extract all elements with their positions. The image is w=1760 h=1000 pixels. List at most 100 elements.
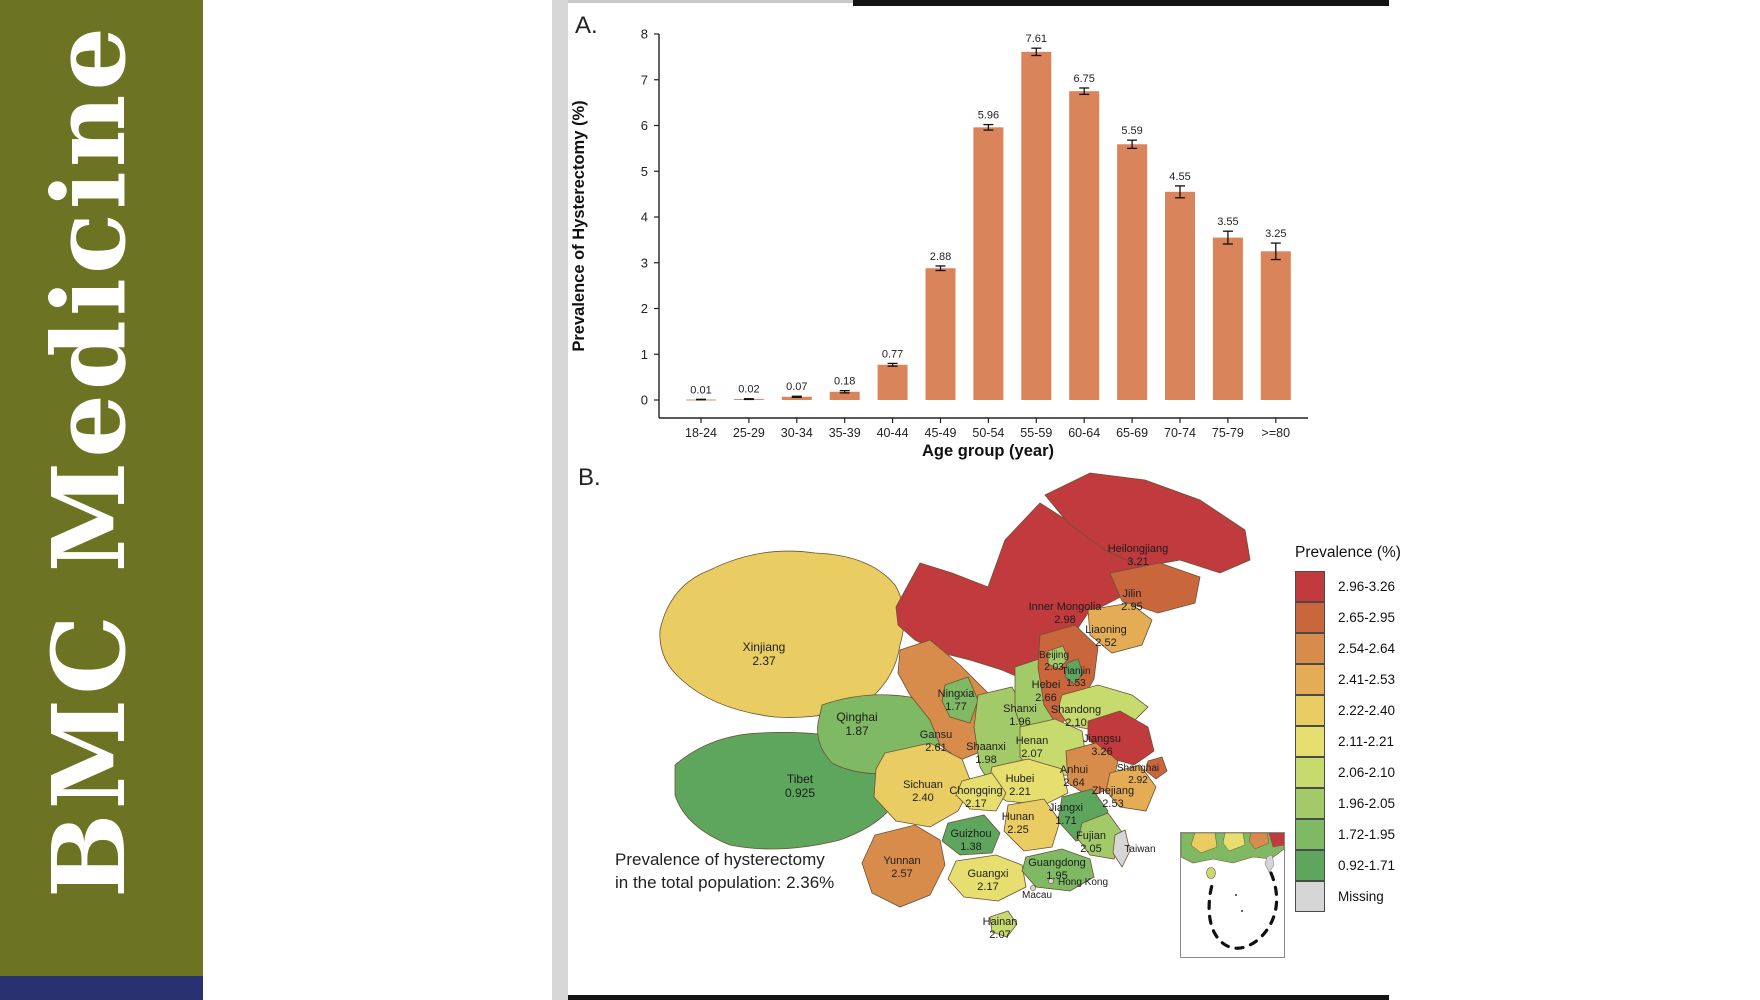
province-value-hebei: 2.66 [1035,692,1056,704]
bar-value-label: 0.07 [786,381,807,393]
legend-label: 2.41-2.53 [1338,672,1396,687]
bar-55-59 [1021,51,1052,400]
legend-swatch [1295,880,1325,912]
province-label-jiangsu: Jiangsu [1083,733,1121,745]
province-value-fujian: 2.05 [1080,843,1101,855]
total-prevalence-note: Prevalence of hysterectomy in the total … [615,848,834,894]
province-macau-marker [1030,885,1036,891]
legend-swatch [1295,787,1325,819]
legend-label: 2.54-2.64 [1338,641,1396,656]
province-value-liaoning: 2.52 [1095,637,1116,649]
province-xinjiang [659,550,905,718]
legend-rows: 2.96-3.26 2.65-2.95 2.54-2.64 2.41-2.53 2.22… [1295,570,1485,912]
province-label-hubei: Hubei [1006,773,1035,785]
province-label-gansu: Gansu [920,729,952,741]
x-tick-label: 18-24 [685,426,717,440]
legend-label: 1.72-1.95 [1338,827,1396,842]
bar-40-44 [877,364,908,400]
x-tick-label: 35-39 [829,426,861,440]
legend-item: 2.11-2.21 [1295,725,1485,757]
province-heilongjiang [1044,472,1251,574]
x-tick-label: 60-64 [1068,426,1100,440]
legend-label: 1.96-2.05 [1338,796,1396,811]
y-tick-label: 1 [641,347,648,362]
inset-region [1222,832,1246,852]
province-value-jiangsu: 3.26 [1091,746,1112,758]
province-value-jilin: 2.95 [1121,601,1142,613]
province-label-guangxi: Guangxi [968,868,1009,880]
x-tick-label: 75-79 [1212,426,1244,440]
total-prevalence-line2: in the total population: 2.36% [615,873,835,892]
bar-75-79 [1212,237,1243,400]
x-tick-label: 40-44 [877,426,909,440]
province-value-hunan: 2.25 [1007,824,1028,836]
legend-item: 2.06-2.10 [1295,756,1485,788]
province-label-hong_kong: Hong Kong [1058,877,1108,888]
province-label-hainan: Hainan [983,916,1018,928]
province-label-henan: Henan [1016,735,1048,747]
bar-30-34 [781,396,812,400]
province-value-sichuan: 2.40 [912,792,933,804]
province-label-tianjin: Tianjin [1061,666,1090,677]
province-label-hunan: Hunan [1002,811,1034,823]
legend-item: 1.96-2.05 [1295,787,1485,819]
province-label-heilongjiang: Heilongjiang [1108,543,1169,555]
province-label-shanghai: Shanghai [1117,763,1159,774]
y-tick-label: 8 [641,27,648,42]
legend-swatch [1295,756,1325,788]
province-label-fujian: Fujian [1076,830,1106,842]
province-value-anhui: 2.64 [1063,777,1084,789]
province-jilin [1109,562,1201,614]
spine-bottom-block [0,976,203,1000]
province-liaoning [1087,602,1153,654]
province-label-chongqing: Chongqing [949,785,1002,797]
province-label-shanxi: Shanxi [1003,703,1037,715]
legend-item: 2.96-3.26 [1295,570,1485,602]
province-value-heilongjiang: 3.21 [1127,556,1148,568]
province-value-inner_mongolia: 2.98 [1054,614,1075,626]
legend-swatch [1295,849,1325,881]
bar->=80 [1260,251,1291,400]
y-tick-label: 6 [641,118,648,133]
y-tick-label: 5 [641,164,648,179]
province-label-jiangxi: Jiangxi [1049,802,1083,814]
province-label-sichuan: Sichuan [903,779,943,791]
province-hainan [989,910,1018,938]
province-chongqing [955,772,1007,812]
bar-value-label: 2.88 [930,251,951,263]
y-tick-label: 7 [641,72,648,87]
bar-45-49 [925,268,956,400]
legend-swatch [1295,601,1325,633]
bars: 0.01 18-24 0.02 25-29 0.07 30-34 0.18 35-39 0.77… [685,33,1291,440]
legend-swatch [1295,632,1325,664]
y-tick-label: 4 [641,210,648,225]
province-value-guangdong: 1.95 [1046,870,1067,882]
province-fujian [1077,812,1125,860]
legend-title: Prevalence (%) [1295,544,1401,561]
legend-swatch [1295,570,1325,602]
legend-swatch [1295,663,1325,695]
south-china-sea-inset [1180,832,1285,958]
x-tick-label: 50-54 [972,426,1004,440]
province-tianjin [1064,658,1084,685]
province-value-shanghai: 2.92 [1128,775,1148,786]
province-label-shaanxi: Shaanxi [966,741,1006,753]
province-label-ningxia: Ningxia [938,688,976,700]
bar-value-label: 5.96 [978,110,999,122]
province-label-jilin: Jilin [1123,588,1142,600]
bar-value-label: 4.55 [1169,171,1190,183]
province-value-tibet: 0.925 [785,786,815,800]
x-tick-label: 45-49 [925,426,957,440]
province-label-yunnan: Yunnan [883,855,920,867]
bar-value-label: 0.18 [834,376,855,388]
province-ningxia [941,676,979,724]
province-label-shandong: Shandong [1051,704,1101,716]
inset-region [1190,832,1218,854]
province-taiwan [1112,829,1131,868]
legend-item: Missing [1295,880,1485,912]
province-label-guangdong: Guangdong [1028,857,1086,869]
legend-label: 2.06-2.10 [1338,765,1396,780]
province-value-shanxi: 1.96 [1009,716,1030,728]
